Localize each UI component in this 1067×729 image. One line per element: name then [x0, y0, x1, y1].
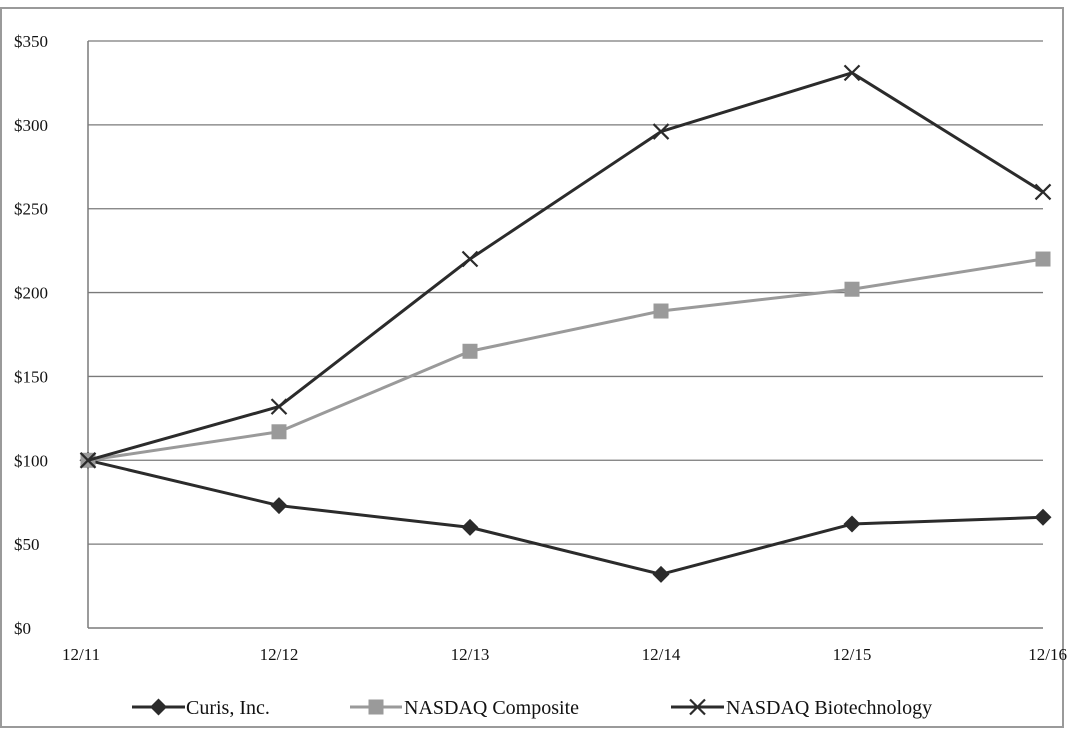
x-tick-label: 12/16 — [1028, 645, 1067, 664]
y-tick-label: $350 — [14, 32, 48, 51]
x-marker-stroke — [79, 452, 97, 469]
x-tick-label: 12/14 — [642, 645, 681, 664]
x-marker — [652, 123, 670, 140]
square-marker — [844, 281, 860, 297]
x-marker-stroke — [689, 698, 706, 716]
legend-item-0: Curis, Inc. — [132, 697, 270, 719]
legend-item-2: NASDAQ Biotechnology — [671, 697, 932, 719]
y-tick-label: $150 — [14, 367, 48, 386]
series-line — [87, 71, 1044, 462]
x-marker — [461, 250, 479, 268]
diamond-marker — [652, 565, 670, 583]
square-marker — [653, 303, 669, 319]
diamond-marker — [270, 497, 288, 515]
x-marker — [1034, 183, 1052, 201]
square-marker — [1035, 251, 1051, 267]
legend: Curis, Inc. NASDAQ Composite NASDAQ Biotec… — [132, 697, 932, 719]
y-tick-label: $200 — [14, 284, 48, 303]
x-marker-stroke — [461, 250, 479, 268]
y-tick-label: $0 — [14, 619, 31, 638]
square-marker — [271, 424, 287, 440]
x-marker — [843, 64, 861, 82]
square-marker — [368, 699, 384, 715]
y-tick-label: $100 — [14, 451, 48, 470]
y-tick-label: $50 — [14, 535, 40, 554]
gridlines — [88, 40, 1043, 545]
legend-label: Curis, Inc. — [186, 697, 270, 719]
y-tick-labels: $0 $50 $100 $150 $200 $250 $300 $350 — [14, 32, 48, 638]
series-group — [79, 64, 1052, 583]
series-line — [87, 257, 1044, 462]
x-marker-stroke — [652, 123, 670, 140]
series-0 — [79, 451, 1052, 583]
x-tick-label: 12/15 — [833, 645, 872, 664]
diamond-marker — [1034, 508, 1052, 526]
x-tick-label: 12/13 — [451, 645, 490, 664]
x-marker — [270, 398, 288, 415]
square-marker — [462, 343, 478, 359]
chart-border — [0, 7, 1064, 728]
x-marker-stroke — [270, 398, 288, 415]
x-tick-label: 12/12 — [260, 645, 299, 664]
series-line — [87, 458, 1044, 576]
x-tick-labels: 12/11 12/12 12/13 12/14 12/15 12/16 — [62, 645, 1067, 664]
axes — [87, 41, 1043, 629]
legend-label: NASDAQ Biotechnology — [726, 697, 932, 719]
legend-label: NASDAQ Composite — [404, 697, 579, 719]
diamond-marker — [150, 698, 167, 716]
y-tick-label: $250 — [14, 200, 48, 219]
diamond-marker — [461, 518, 479, 536]
x-marker-stroke — [843, 64, 861, 82]
x-marker-stroke — [1034, 183, 1052, 201]
x-marker — [689, 698, 706, 716]
x-tick-label: 12/11 — [62, 645, 100, 664]
diamond-marker — [843, 515, 861, 533]
y-tick-label: $300 — [14, 116, 48, 135]
series-2 — [79, 64, 1052, 469]
x-marker — [79, 452, 97, 469]
legend-item-1: NASDAQ Composite — [350, 697, 579, 719]
series-1 — [80, 251, 1051, 468]
